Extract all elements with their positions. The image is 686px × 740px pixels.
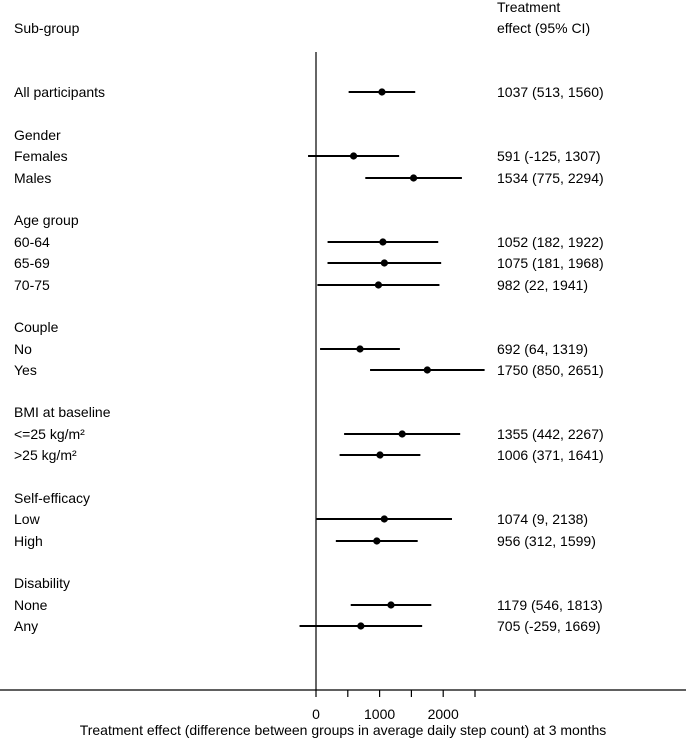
x-axis-label: Treatment effect (difference between gro… xyxy=(80,722,607,738)
ci-text: 591 (-125, 1307) xyxy=(497,148,601,164)
row-label: Any xyxy=(14,618,38,634)
ci-text: 1074 (9, 2138) xyxy=(497,511,588,527)
ci-text: 956 (312, 1599) xyxy=(497,533,596,549)
ci-text: 692 (64, 1319) xyxy=(497,341,588,357)
row-label: No xyxy=(14,341,32,357)
ci-text: 982 (22, 1941) xyxy=(497,277,588,293)
group-header-couple: Couple xyxy=(14,319,59,335)
x-tick-label: 2000 xyxy=(428,706,459,722)
point-estimate xyxy=(356,345,364,353)
row-70-75: 70-75 982 (22, 1941) xyxy=(14,277,588,293)
group-header-self-efficacy: Self-efficacy xyxy=(14,490,90,506)
row-label: High xyxy=(14,533,43,549)
point-estimate xyxy=(380,515,388,523)
row-label: Males xyxy=(14,170,51,186)
row-65-69: 65-69 1075 (181, 1968) xyxy=(14,255,604,271)
row-any: Any 705 (-259, 1669) xyxy=(14,618,601,634)
row-label: >25 kg/m² xyxy=(14,447,77,463)
ci-text: 705 (-259, 1669) xyxy=(497,618,601,634)
ci-text: 1075 (181, 1968) xyxy=(497,255,604,271)
group-header-gender: Gender xyxy=(14,127,61,143)
x-tick-label: 1000 xyxy=(364,706,395,722)
row-none: None 1179 (546, 1813) xyxy=(14,597,603,613)
row-yes: Yes 1750 (850, 2651) xyxy=(14,362,604,378)
ci-text: 1037 (513, 1560) xyxy=(497,84,604,100)
row-label: 65-69 xyxy=(14,255,50,271)
row-label: 60-64 xyxy=(14,234,50,250)
group-header-disability: Disability xyxy=(14,575,70,591)
ci-text: 1355 (442, 2267) xyxy=(497,426,604,442)
point-estimate xyxy=(380,259,388,267)
row-label: All participants xyxy=(14,84,105,100)
point-estimate xyxy=(423,366,431,374)
row-all-participants: All participants 1037 (513, 1560) xyxy=(14,84,604,100)
ci-text: 1052 (182, 1922) xyxy=(497,234,604,250)
row-females: Females 591 (-125, 1307) xyxy=(14,148,601,164)
row-label: <=25 kg/m² xyxy=(14,426,85,442)
group-header-label: BMI at baseline xyxy=(14,404,111,420)
row-label: 70-75 xyxy=(14,277,50,293)
row-25-kg-m: <=25 kg/m² 1355 (442, 2267) xyxy=(14,426,604,442)
ci-text: 1534 (775, 2294) xyxy=(497,170,604,186)
row-25-kg-m: >25 kg/m² 1006 (371, 1641) xyxy=(14,447,604,463)
point-estimate xyxy=(376,451,384,459)
header-subgroup: Sub-group xyxy=(14,20,80,36)
point-estimate xyxy=(378,88,386,96)
x-tick-label: 0 xyxy=(312,706,320,722)
row-low: Low 1074 (9, 2138) xyxy=(14,511,588,527)
row-label: None xyxy=(14,597,48,613)
group-header-age-group: Age group xyxy=(14,212,79,228)
point-estimate xyxy=(373,537,381,545)
point-estimate xyxy=(357,622,365,630)
row-label: Females xyxy=(14,148,68,164)
row-high: High 956 (312, 1599) xyxy=(14,533,596,549)
ci-text: 1006 (371, 1641) xyxy=(497,447,604,463)
group-header-label: Age group xyxy=(14,212,79,228)
ci-text: 1750 (850, 2651) xyxy=(497,362,604,378)
group-header-label: Gender xyxy=(14,127,61,143)
group-header-label: Self-efficacy xyxy=(14,490,90,506)
point-estimate xyxy=(409,174,418,182)
row-label: Yes xyxy=(14,362,37,378)
row-label: Low xyxy=(14,511,41,527)
point-estimate xyxy=(374,281,383,289)
row-no: No 692 (64, 1319) xyxy=(14,341,588,357)
point-estimate xyxy=(398,430,406,438)
group-header-label: Couple xyxy=(14,319,59,335)
rows-layer: All participants 1037 (513, 1560) Gender Fe… xyxy=(14,84,604,634)
point-estimate xyxy=(379,238,387,246)
group-header-label: Disability xyxy=(14,575,70,591)
point-estimate xyxy=(387,601,395,609)
header-effect-ci: effect (95% CI) xyxy=(497,20,590,36)
header-treatment: Treatment xyxy=(497,0,560,15)
row-60-64: 60-64 1052 (182, 1922) xyxy=(14,234,604,250)
group-header-bmi-at-baseline: BMI at baseline xyxy=(14,404,111,420)
x-axis-ticks: 0 1000 2000 xyxy=(312,690,476,722)
row-males: Males 1534 (775, 2294) xyxy=(14,170,604,186)
point-estimate xyxy=(349,152,358,160)
ci-text: 1179 (546, 1813) xyxy=(497,597,603,613)
